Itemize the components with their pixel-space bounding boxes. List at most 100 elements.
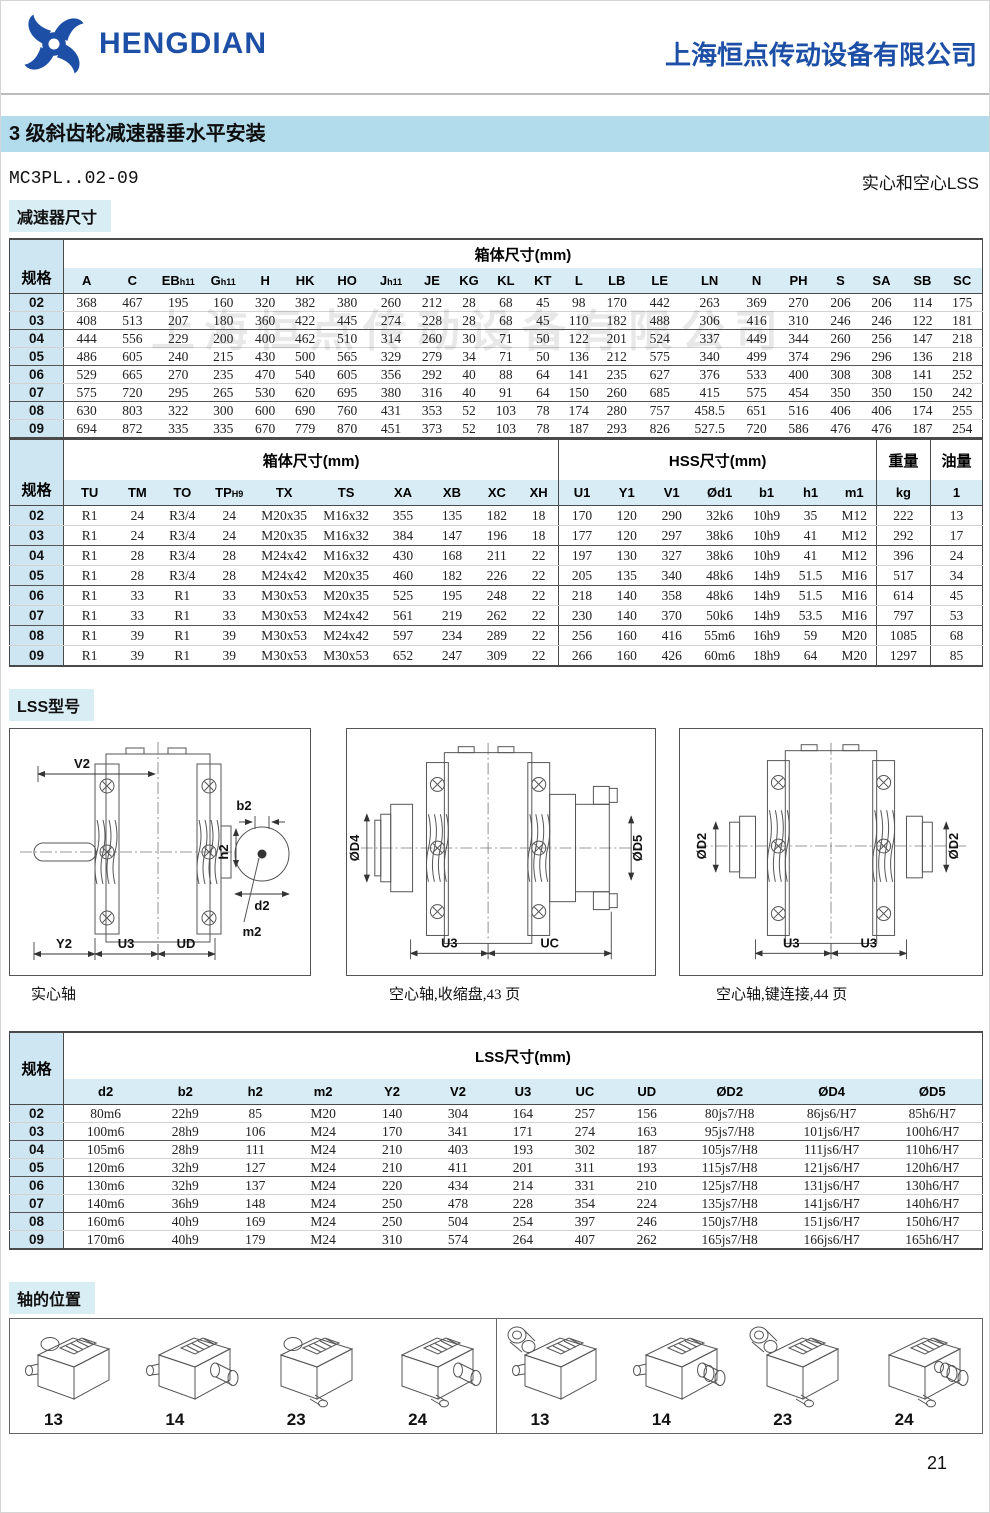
caption-shrink-disc: 空心轴,收缩盘,43 页 <box>389 987 521 1003</box>
spec-cell: 04 <box>9 1140 64 1159</box>
value-cell: 826 <box>636 419 683 439</box>
value-cell: 206 <box>820 293 861 312</box>
spec-cell: 02 <box>9 293 64 312</box>
value-cell: 263 <box>682 293 737 312</box>
value-cell: 197 <box>558 545 605 566</box>
spec-cell: 02 <box>9 1104 64 1123</box>
value-cell: 33 <box>115 605 160 626</box>
value-cell: 289 <box>474 625 519 646</box>
value-cell: 205 <box>558 565 605 586</box>
value-cell: M16x32 <box>315 525 378 546</box>
value-cell: 40h9 <box>147 1212 224 1231</box>
value-cell: M24 <box>287 1176 360 1195</box>
value-cell: 80m6 <box>63 1104 148 1123</box>
value-cell: 266 <box>558 645 605 667</box>
value-cell: 274 <box>369 311 414 330</box>
value-cell: 30 <box>450 329 487 348</box>
value-cell: 140h6/H7 <box>882 1194 983 1213</box>
value-cell: 170 <box>558 505 605 526</box>
value-cell: R1 <box>63 625 116 646</box>
value-cell: 103 <box>486 401 525 420</box>
column-header: UC <box>554 1079 615 1105</box>
value-cell: 240 <box>155 347 202 366</box>
value-cell: 175 <box>942 293 983 312</box>
value-cell: 28 <box>115 545 160 566</box>
value-cell: 529 <box>63 365 110 384</box>
value-cell: M12 <box>832 505 877 526</box>
value-cell: 171 <box>490 1122 555 1141</box>
value-cell: 260 <box>413 329 451 348</box>
model-row: MC3PL..02-09 实心和空心LSS <box>9 169 979 193</box>
value-cell: 39 <box>205 625 254 646</box>
value-cell: M16 <box>832 605 877 626</box>
value-cell: 356 <box>369 365 414 384</box>
value-cell: 114 <box>902 293 943 312</box>
value-cell: 111js6/H7 <box>780 1140 883 1159</box>
value-cell: 135 <box>428 505 475 526</box>
value-cell: 18h9 <box>744 645 789 667</box>
value-cell: 85 <box>223 1104 288 1123</box>
column-header: Jh11 <box>369 268 414 294</box>
value-cell: 45 <box>929 585 983 606</box>
shaft-position-item: 13 <box>10 1319 131 1433</box>
value-cell: 329 <box>369 347 414 366</box>
value-cell: 174 <box>560 401 597 420</box>
drawing-solid-shaft: V2 b2 h2 d2 m2 Y2 U3 UD <box>9 728 311 976</box>
value-cell: 210 <box>359 1158 426 1177</box>
column-header: A <box>63 268 110 294</box>
value-cell: 135 <box>604 565 649 586</box>
brand-name: HENGDIAN <box>99 27 268 60</box>
value-cell: 575 <box>636 347 683 366</box>
value-cell: 105m6 <box>63 1140 148 1159</box>
spec-cell: 04 <box>9 545 64 566</box>
value-cell: 160 <box>201 293 246 312</box>
value-cell: 10h9 <box>744 525 789 546</box>
value-cell: 374 <box>776 347 821 366</box>
lss-dimensions-table-3: 规格 LSS尺寸(mm) d2 b2 h2 m2 Y2 V2 U3 UC UD ØD2 ØD4 ØD5 02… <box>9 1031 983 1250</box>
housing-hss-dimensions-table-2: 规格 箱体尺寸(mm) HSS尺寸(mm) 重量 油量 TU TM TO TPH9 TX TS XA X… <box>9 438 983 667</box>
dim-label-u3: U3 <box>118 936 135 951</box>
spec-cell: 07 <box>9 1194 64 1213</box>
value-cell: R3/4 <box>159 545 206 566</box>
value-cell: 228 <box>413 311 451 330</box>
value-cell: 350 <box>860 383 903 402</box>
value-cell: 256 <box>860 329 903 348</box>
value-cell: M24 <box>287 1122 360 1141</box>
shaft-position-diagram <box>146 1337 239 1400</box>
table-row: 07 575 720 295 265 530 620 695 380 316 40 91 64 150 26… <box>9 383 983 402</box>
value-cell: 53.5 <box>788 605 833 626</box>
value-cell: 68 <box>486 293 525 312</box>
column-header: TX <box>253 480 316 506</box>
spec-cell: 09 <box>9 645 64 667</box>
column-header: V1 <box>648 480 695 506</box>
value-cell: 140 <box>604 605 649 626</box>
value-cell: 290 <box>648 505 695 526</box>
value-cell: 36h9 <box>147 1194 224 1213</box>
value-cell: 316 <box>413 383 451 402</box>
value-cell: 247 <box>428 645 475 667</box>
column-header: d2 <box>63 1079 148 1105</box>
drawing-hollow-shaft-shrink-disc: ØD4 ØD5 U3 UC <box>346 728 656 976</box>
table-group-title: 重量 <box>875 439 931 480</box>
value-cell: 407 <box>554 1230 615 1250</box>
value-cell: 140 <box>604 585 649 606</box>
value-cell: 779 <box>285 419 326 439</box>
value-cell: 234 <box>428 625 475 646</box>
table-row: 05 486 605 240 215 430 500 565 329 279 34 71 50 136 21… <box>9 347 983 366</box>
value-cell: 48k6 <box>694 565 745 586</box>
value-cell: 297 <box>648 525 695 546</box>
value-cell: 310 <box>359 1230 426 1250</box>
value-cell: M20x35 <box>315 565 378 586</box>
value-cell: 415 <box>682 383 737 402</box>
value-cell: 476 <box>860 419 903 439</box>
value-cell: 130 <box>604 545 649 566</box>
value-cell: 229 <box>155 329 202 348</box>
spec-cell: 03 <box>9 525 64 546</box>
value-cell: 28 <box>205 545 254 566</box>
value-cell: 80js7/H8 <box>678 1104 781 1123</box>
value-cell: R1 <box>63 585 116 606</box>
section-label-shaft-positions: 轴的位置 <box>9 1282 96 1314</box>
table-row: 05 120m6 32h9 127 M24 210 411 201 311 193 115js7/H… <box>9 1158 983 1177</box>
value-cell: 872 <box>109 419 156 439</box>
